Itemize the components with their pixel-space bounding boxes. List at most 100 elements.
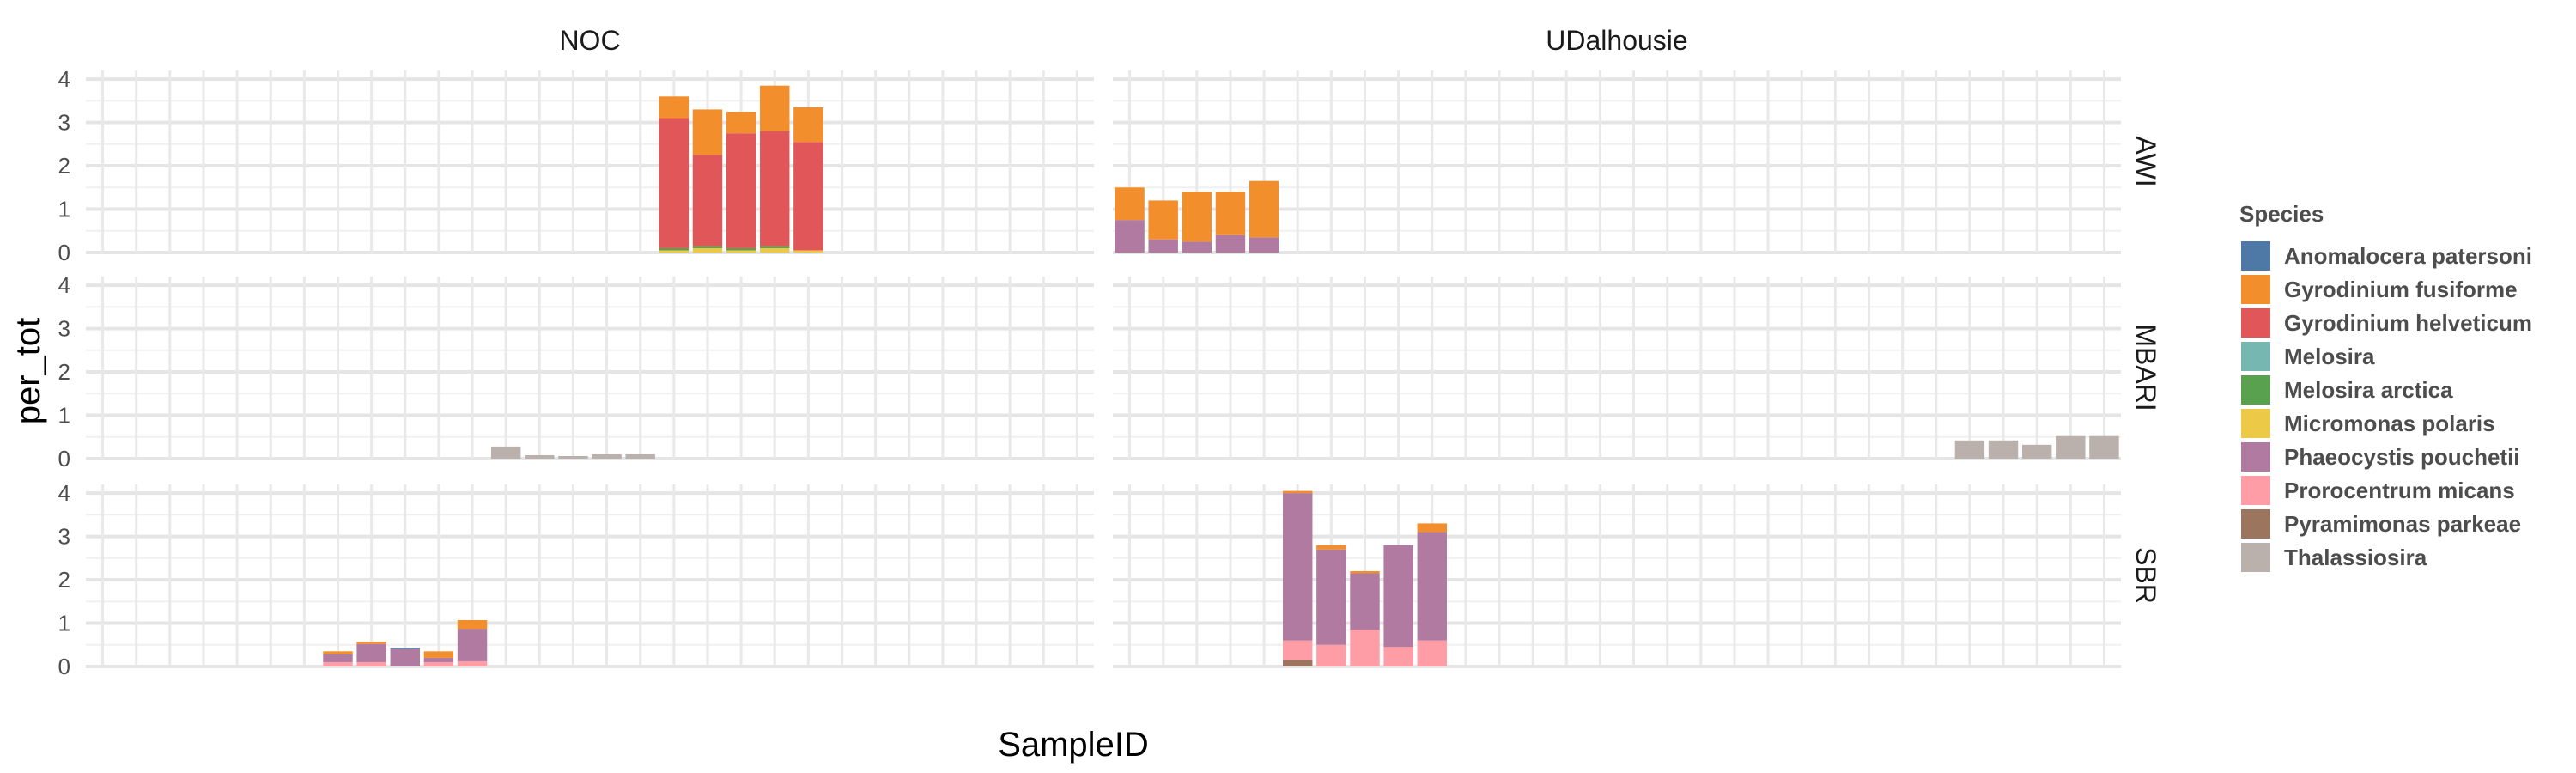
bar-segment-prorocentrum-micans: [423, 661, 454, 666]
bar-segment-gyrodinium-fusiforme: [1283, 490, 1313, 494]
bars-udalhousie-mbari: [1954, 435, 2119, 459]
bar-segment-phaeocystis-pouchetii: [423, 657, 454, 662]
bar-segment-gyrodinium-fusiforme: [1115, 187, 1145, 221]
y-tick-label: 4: [58, 66, 70, 92]
bars-noc-mbari: [490, 446, 655, 459]
bar-segment-gyrodinium-helveticum: [659, 118, 690, 248]
bar-segment-phaeocystis-pouchetii: [1148, 239, 1178, 253]
bar-segment-phaeocystis-pouchetii: [1417, 532, 1447, 641]
bar-segment-gyrodinium-fusiforme: [1148, 200, 1178, 240]
legend-swatch: [2241, 409, 2270, 438]
bars-noc-sbr: [323, 619, 488, 666]
x-axis-title: SampleID: [998, 726, 1149, 764]
bar-segment-prorocentrum-micans: [323, 661, 353, 666]
bar-segment-thalassiosira: [625, 453, 655, 459]
y-tick-label: 4: [58, 480, 70, 506]
y-tick-label: 1: [58, 197, 70, 222]
y-tick-label: 2: [58, 153, 70, 179]
bars-noc-awi: [659, 85, 823, 253]
bar-segment-prorocentrum-micans: [1316, 644, 1346, 666]
bar-segment-prorocentrum-micans: [356, 661, 386, 666]
bar-segment-micromonas-polaris: [692, 247, 723, 253]
legend-swatch: [2241, 375, 2270, 405]
legend-swatch: [2241, 275, 2270, 304]
legend-swatch: [2241, 509, 2270, 539]
panel-udalhousie-mbari: [1113, 277, 2121, 460]
bar-segment-melosira-arctica: [726, 247, 756, 251]
bar-segment-thalassiosira: [2021, 444, 2052, 459]
bar-segment-gyrodinium-fusiforme: [760, 85, 790, 131]
bar-segment-gyrodinium-helveticum: [760, 131, 790, 247]
facet-column-label: NOC: [559, 25, 620, 56]
bar-segment-prorocentrum-micans: [1383, 647, 1413, 666]
bar-segment-phaeocystis-pouchetii: [390, 648, 420, 666]
bar-segment-micromonas-polaris: [726, 250, 756, 253]
bar-segment-gyrodinium-fusiforme: [323, 651, 353, 654]
bar-segment-micromonas-polaris: [760, 247, 790, 253]
bar-segment-phaeocystis-pouchetii: [1215, 234, 1246, 253]
panels-layer: [86, 70, 2121, 668]
bar-segment-micromonas-polaris: [793, 250, 823, 253]
facet-strip-labels: NOC UDalhousie AWI MBARI SBR: [559, 25, 2161, 604]
legend-title: Species: [2239, 201, 2324, 227]
bar-segment-anomalocera-patersoni: [390, 648, 420, 649]
facet-row-label: AWI: [2130, 136, 2161, 186]
y-tick-label: 4: [58, 272, 70, 298]
legend-label: Micromonas polaris: [2284, 411, 2495, 436]
bar-segment-gyrodinium-fusiforme: [659, 96, 690, 119]
bar-segment-melosira-arctica: [659, 247, 690, 251]
bar-segment-thalassiosira: [2056, 435, 2086, 459]
facet-column-label: UDalhousie: [1546, 25, 1687, 56]
bar-segment-gyrodinium-fusiforme: [1215, 192, 1246, 235]
bar-segment-melosira-arctica: [760, 246, 790, 248]
legend-label: Prorocentrum micans: [2284, 478, 2515, 503]
legend-swatch: [2241, 442, 2270, 472]
bars-udalhousie-awi: [1115, 180, 1279, 253]
legend-label: Gyrodinium fusiforme: [2284, 277, 2518, 302]
y-tick-label: 1: [58, 403, 70, 429]
bar-segment-prorocentrum-micans: [1350, 630, 1380, 666]
axes-layer: 0 1 2 3 4 0 1 2 3 4 0 1 2 3 4: [58, 66, 70, 679]
legend-label: Thalassiosira: [2284, 545, 2427, 570]
bar-segment-phaeocystis-pouchetii: [1316, 549, 1346, 645]
bar-segment-gyrodinium-fusiforme: [1249, 180, 1279, 238]
bar-segment-gyrodinium-fusiforme: [1182, 192, 1212, 242]
bar-segment-phaeocystis-pouchetii: [356, 643, 386, 662]
bar-segment-phaeocystis-pouchetii: [1283, 493, 1313, 641]
bar-segment-phaeocystis-pouchetii: [457, 629, 488, 661]
panel-noc-mbari: [86, 277, 1094, 460]
bar-segment-gyrodinium-fusiforme: [1350, 570, 1380, 574]
y-tick-label: 3: [58, 110, 70, 136]
bar-segment-micromonas-polaris: [659, 250, 690, 253]
bar-segment-gyrodinium-fusiforme: [356, 642, 386, 644]
legend: Species Anomalocera patersoni Gyrodinium …: [2239, 201, 2532, 572]
facet-row-label: MBARI: [2130, 324, 2161, 411]
bar-segment-gyrodinium-helveticum: [793, 142, 823, 251]
bar-segment-thalassiosira: [1988, 440, 2019, 459]
panel-noc-sbr: [86, 484, 1094, 668]
y-tick-label: 2: [58, 359, 70, 385]
bar-segment-gyrodinium-helveticum: [692, 155, 723, 247]
bar-segment-prorocentrum-micans: [1417, 640, 1447, 666]
bar-segment-thalassiosira: [1954, 440, 1985, 459]
legend-swatch: [2241, 476, 2270, 505]
bar-segment-thalassiosira: [490, 446, 521, 459]
bar-segment-gyrodinium-fusiforme: [726, 111, 756, 134]
legend-swatch: [2241, 543, 2270, 572]
bar-segment-gyrodinium-fusiforme: [1316, 545, 1346, 550]
bar-segment-gyrodinium-fusiforme: [457, 619, 488, 630]
bar-segment-gyrodinium-fusiforme: [423, 651, 454, 658]
facet-row-label: SBR: [2130, 547, 2161, 604]
bar-segment-phaeocystis-pouchetii: [1115, 220, 1145, 253]
y-tick-label: 2: [58, 567, 70, 593]
legend-label: Gyrodinium helveticum: [2284, 310, 2532, 336]
bar-segment-phaeocystis-pouchetii: [1182, 241, 1212, 253]
bar-segment-pyramimonas-parkeae: [1283, 660, 1313, 666]
panel-udalhousie-awi: [1113, 70, 2121, 254]
y-tick-label: 0: [58, 446, 70, 472]
bar-segment-melosira-arctica: [692, 246, 723, 248]
y-axis-title: per_tot: [9, 318, 47, 425]
legend-label: Pyramimonas parkeae: [2284, 511, 2521, 537]
panel-udalhousie-sbr: [1113, 484, 2121, 668]
